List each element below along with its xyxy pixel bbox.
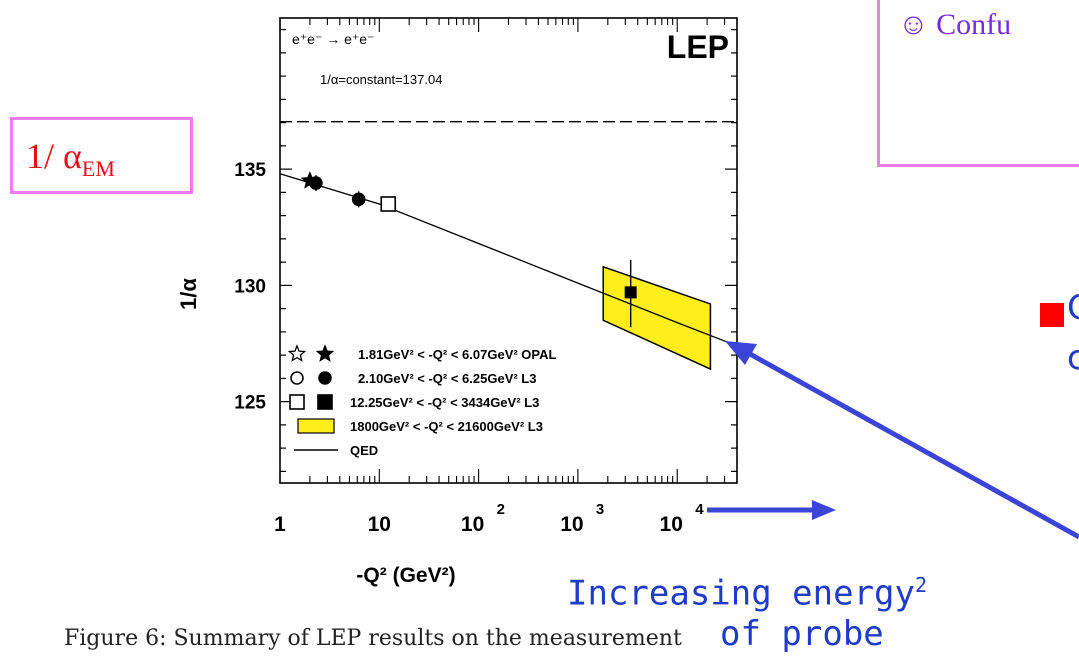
x-tick-exponent: 3: [596, 501, 604, 518]
alpha-em-box: [10, 117, 193, 194]
data-point-band-center: [624, 286, 637, 299]
y-tick-label: 135: [234, 160, 266, 181]
legend-entry-text: 1800GeV² < -Q² < 21600GeV² L3: [350, 419, 543, 434]
x-axis-label: -Q² (GeV²): [356, 564, 455, 587]
annotation-of-probe: of probe: [720, 614, 884, 654]
legend-marker-square-open: [289, 394, 305, 410]
legend-entry-text: 2.10GeV² < -Q² < 6.25GeV² L3: [358, 371, 536, 386]
bullet-square: [1040, 303, 1064, 327]
legend-entry-text: QED: [350, 443, 378, 458]
y-tick-label: 125: [234, 393, 266, 414]
alpha-em-label: 1/ αEM: [26, 136, 115, 182]
x-tick-exponent: 2: [497, 501, 505, 518]
annotation-increasing-energy: Increasing energy2: [567, 573, 928, 614]
legend-marker-circle-open: [290, 371, 304, 385]
plot-frame: [279, 17, 738, 484]
legend-marker-star-filled: [315, 344, 335, 362]
legend-entry-text: 12.25GeV² < -Q² < 3434GeV² L3: [350, 395, 539, 410]
data-point-square: [380, 196, 397, 212]
arrow-shaft-diagonal: [748, 351, 1079, 540]
data-point-circle: [309, 176, 323, 190]
yellow-band: [602, 265, 712, 371]
legend-marker-band: [297, 418, 335, 434]
legend-marker-circle-filled: [318, 371, 332, 385]
text-fragment-2: c: [1067, 338, 1079, 378]
confusing-text: ☺ Confu: [898, 8, 1012, 41]
x-tick-exponent: 4: [695, 501, 704, 518]
legend-entry-text: 1.81GeV² < -Q² < 6.07GeV² OPAL: [358, 347, 557, 362]
legend-marker-square-filled: [317, 394, 333, 410]
y-tick-label: 130: [234, 276, 266, 297]
x-tick-label: 10: [660, 513, 683, 536]
x-tick-label: 10: [560, 513, 583, 536]
annotation-arrows: [707, 341, 1079, 540]
arrow-head-right: [812, 500, 836, 520]
x-tick-label: 10: [368, 513, 391, 536]
legend-marker-star-open: [287, 344, 307, 362]
figure-caption: Figure 6: Summary of LEP results on the …: [64, 626, 682, 651]
text-fragment-1: C: [1067, 288, 1079, 328]
arrow-head-diagonal: [725, 341, 757, 365]
experiment-label: LEP: [667, 29, 729, 65]
y-axis-label: 1/α: [176, 278, 201, 310]
confusing-box: [877, 0, 1079, 167]
x-tick-label: 1: [274, 513, 286, 536]
constant-line-label: 1/α=constant=137.04: [320, 72, 442, 87]
x-tick-label: 10: [461, 513, 484, 536]
data-point-circle: [351, 192, 366, 207]
process-label: e⁺e⁻ → e⁺e⁻: [292, 31, 374, 47]
plot-area: 125 130 135 1 10 10 2 10 3 10 4 -Q² (GeV²) 1/α e⁺e⁻ →…: [176, 17, 738, 587]
